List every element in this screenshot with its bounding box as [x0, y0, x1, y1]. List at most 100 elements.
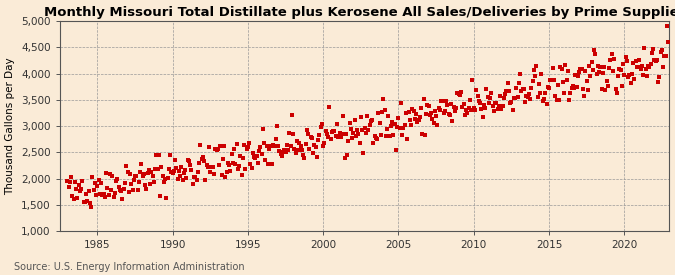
- Point: [356, 128, 367, 132]
- Point: [591, 72, 602, 77]
- Point: [367, 118, 377, 122]
- Point: [657, 65, 668, 69]
- Point: [381, 134, 392, 139]
- Point: [559, 91, 570, 95]
- Point: [265, 144, 276, 149]
- Point: [80, 200, 90, 204]
- Point: [150, 167, 161, 171]
- Point: [417, 132, 428, 136]
- Point: [622, 74, 633, 79]
- Point: [188, 182, 198, 187]
- Point: [200, 178, 211, 182]
- Point: [245, 162, 256, 166]
- Point: [81, 192, 92, 196]
- Point: [90, 181, 101, 186]
- Point: [571, 85, 582, 89]
- Point: [112, 177, 123, 182]
- Point: [416, 106, 427, 111]
- Point: [209, 172, 219, 177]
- Point: [225, 169, 236, 174]
- Point: [393, 116, 404, 120]
- Text: Source: U.S. Energy Information Administration: Source: U.S. Energy Information Administ…: [14, 262, 244, 272]
- Point: [639, 46, 650, 51]
- Point: [522, 95, 533, 100]
- Point: [260, 158, 271, 163]
- Point: [648, 47, 659, 51]
- Point: [289, 146, 300, 151]
- Point: [331, 122, 342, 126]
- Point: [293, 148, 304, 153]
- Point: [375, 133, 386, 137]
- Point: [86, 205, 97, 209]
- Point: [587, 60, 597, 64]
- Point: [542, 84, 553, 89]
- Point: [626, 72, 637, 76]
- Point: [562, 68, 573, 73]
- Point: [518, 87, 529, 92]
- Point: [536, 72, 547, 76]
- Point: [475, 101, 485, 105]
- Point: [530, 73, 541, 78]
- Point: [73, 183, 84, 187]
- Point: [330, 134, 341, 139]
- Point: [363, 128, 374, 133]
- Point: [365, 119, 376, 123]
- Point: [324, 105, 335, 109]
- Point: [382, 127, 393, 132]
- Point: [156, 164, 167, 169]
- Point: [338, 114, 349, 118]
- Point: [554, 98, 564, 102]
- Point: [121, 164, 132, 168]
- Point: [155, 194, 165, 199]
- Point: [414, 114, 425, 119]
- Point: [122, 169, 133, 174]
- Point: [290, 150, 301, 155]
- Point: [134, 170, 145, 175]
- Point: [271, 124, 282, 129]
- Point: [470, 108, 481, 112]
- Point: [360, 131, 371, 135]
- Point: [516, 89, 526, 94]
- Point: [344, 121, 355, 125]
- Point: [125, 172, 136, 177]
- Point: [161, 195, 172, 200]
- Point: [604, 66, 615, 71]
- Point: [179, 170, 190, 175]
- Point: [600, 88, 611, 92]
- Point: [216, 173, 227, 177]
- Point: [597, 71, 608, 75]
- Point: [654, 75, 665, 80]
- Point: [306, 136, 317, 141]
- Point: [549, 78, 560, 82]
- Point: [589, 48, 599, 52]
- Point: [609, 57, 620, 61]
- Point: [566, 86, 577, 90]
- Point: [144, 182, 155, 186]
- Point: [369, 134, 380, 139]
- Point: [427, 117, 438, 121]
- Point: [325, 136, 336, 141]
- Point: [578, 87, 589, 92]
- Point: [313, 138, 323, 142]
- Point: [394, 126, 405, 131]
- Point: [408, 108, 419, 113]
- Point: [267, 162, 277, 166]
- Point: [180, 168, 190, 172]
- Point: [624, 73, 634, 78]
- Point: [527, 78, 538, 83]
- Title: Monthly Missouri Total Distillate plus Kerosene All Sales/Deliveries by Prime Su: Monthly Missouri Total Distillate plus K…: [44, 6, 675, 18]
- Point: [127, 188, 138, 192]
- Point: [194, 161, 205, 165]
- Point: [136, 161, 146, 166]
- Point: [533, 95, 543, 99]
- Point: [64, 180, 75, 184]
- Point: [431, 114, 441, 119]
- Point: [165, 153, 176, 158]
- Point: [413, 117, 424, 122]
- Point: [197, 155, 208, 159]
- Point: [333, 135, 344, 139]
- Point: [384, 134, 395, 139]
- Point: [422, 102, 433, 107]
- Point: [166, 170, 177, 174]
- Point: [171, 166, 182, 170]
